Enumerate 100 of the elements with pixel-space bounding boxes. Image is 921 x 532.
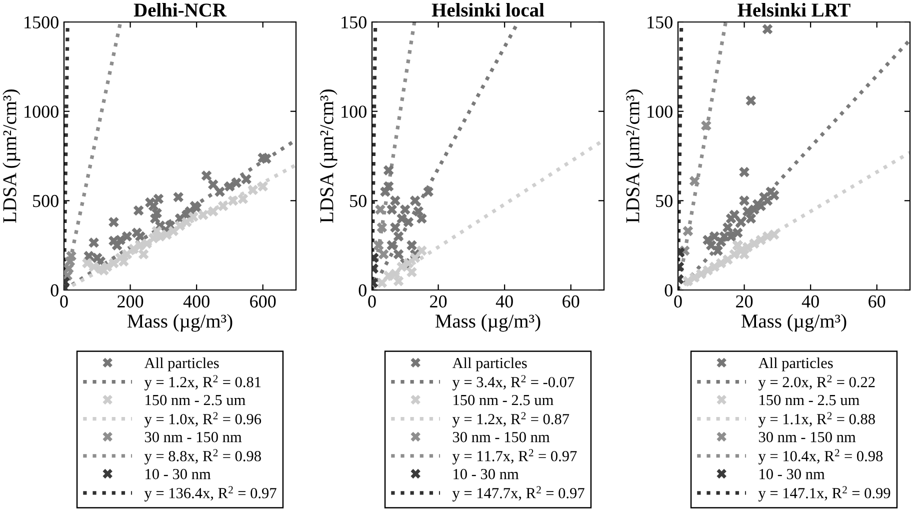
point: [138, 249, 149, 260]
legend-label: 10 - 30 nm: [454, 468, 519, 480]
point: [746, 213, 756, 224]
point: [689, 176, 700, 186]
point: [198, 210, 208, 220]
legend-label: y = 1.1x, R$^{2}$ = 0.88: [758, 412, 875, 428]
chart-title: Helsinki local: [432, 2, 544, 17]
point: [386, 204, 398, 215]
point: [706, 240, 716, 250]
chart-title: Helsinki LRT: [738, 2, 850, 17]
point: [406, 266, 417, 278]
point: [152, 208, 162, 218]
point: [231, 178, 242, 188]
point: [208, 206, 218, 217]
point: [376, 222, 388, 233]
point: [709, 231, 720, 242]
point: [135, 231, 146, 242]
point: [201, 170, 212, 181]
legend-label: y = 11.7x, R$^{2}$ = 0.97: [452, 449, 577, 464]
y-tick-label: 50: [350, 194, 366, 208]
point: [208, 179, 218, 190]
point: [122, 231, 132, 242]
point: [390, 222, 400, 233]
y-tick-label: 0: [664, 284, 672, 296]
point: [682, 276, 694, 286]
y-axis-title: LDSA (µm²/cm³): [2, 90, 20, 223]
legend-label: y = 3.4x, R$^{2}$ = -0.07: [452, 375, 574, 390]
point: [393, 231, 404, 242]
point: [258, 181, 268, 192]
legend-label: y = 8.8x, R$^{2}$ = 0.98: [144, 449, 261, 464]
point: [393, 249, 404, 260]
y-tick-label: 50: [656, 194, 672, 208]
point: [66, 250, 76, 262]
y-tick-label: 1500: [24, 16, 58, 28]
point: [739, 196, 750, 206]
point: [746, 95, 756, 106]
point: [108, 258, 119, 268]
point: [375, 204, 386, 215]
point: [261, 154, 272, 164]
chart-title: Delhi-NCR: [134, 2, 227, 17]
x-tick-label: 40: [496, 295, 513, 308]
legend-label: y = 147.1x, R$^{2}$ = 0.99: [758, 486, 890, 502]
point: [410, 252, 420, 263]
point: [118, 256, 129, 267]
legend-label: 10 - 30 nm: [760, 468, 825, 480]
point: [406, 240, 417, 250]
x-axis-title: Mass (µg/m³): [435, 314, 540, 332]
point: [722, 222, 733, 233]
legend-label: 10 - 30 nm: [146, 468, 211, 480]
y-axis-title: LDSA (µm²/cm³): [320, 90, 338, 223]
legend-label: y = 1.0x, R$^{2}$ = 0.96: [144, 412, 262, 428]
y-tick-label: 0: [50, 284, 58, 296]
x-axis-title: Mass (µg/m³): [127, 314, 232, 332]
point: [709, 262, 720, 272]
point: [689, 272, 700, 283]
point: [682, 226, 694, 236]
point: [228, 196, 238, 206]
point: [762, 24, 773, 34]
legend-label: All particles: [144, 357, 219, 372]
legend-label: y = 2.0x, R$^{2}$ = 0.22: [758, 375, 875, 390]
point: [214, 186, 225, 197]
point: [736, 216, 746, 228]
point: [393, 276, 404, 286]
point: [396, 262, 407, 272]
x-tick-label: 600: [250, 295, 276, 308]
x-tick-label: 0: [60, 295, 68, 308]
point: [768, 229, 780, 240]
point: [400, 204, 410, 215]
x-tick-label: 20: [430, 295, 447, 308]
point: [188, 212, 198, 222]
point: [739, 249, 750, 260]
point: [712, 246, 723, 256]
y-tick-label: 500: [33, 194, 58, 208]
point: [423, 186, 434, 197]
x-tick-label: 20: [736, 295, 753, 308]
legend-label: y = 147.7x, R$^{2}$ = 0.97: [452, 486, 584, 502]
y-tick-label: 150: [648, 16, 672, 28]
point: [133, 205, 144, 216]
legend-label: 30 nm - 150 nm: [144, 432, 242, 442]
y-tick-label: 150: [342, 16, 366, 28]
x-tick-label: 200: [118, 295, 144, 308]
legend-label: y = 1.2x, R$^{2}$ = 0.81: [144, 375, 261, 390]
point: [416, 213, 427, 224]
point: [378, 249, 389, 260]
point: [739, 166, 750, 178]
point: [702, 265, 713, 276]
x-tick-label: 0: [674, 295, 682, 308]
x-axis-title: Mass (µg/m³): [741, 314, 846, 332]
x-tick-label: 0: [368, 295, 376, 308]
legend-label: y = 136.4x, R$^{2}$ = 0.97: [144, 486, 276, 502]
point: [410, 196, 420, 206]
point: [241, 174, 252, 184]
point: [108, 216, 119, 228]
point: [413, 206, 424, 217]
y-tick-label: 1000: [24, 106, 58, 118]
x-tick-label: 60: [562, 295, 580, 308]
legend-label: All particles: [758, 357, 833, 372]
point: [88, 238, 99, 248]
point: [729, 249, 740, 260]
legend-label: 150 nm - 2.5 um: [760, 394, 860, 406]
